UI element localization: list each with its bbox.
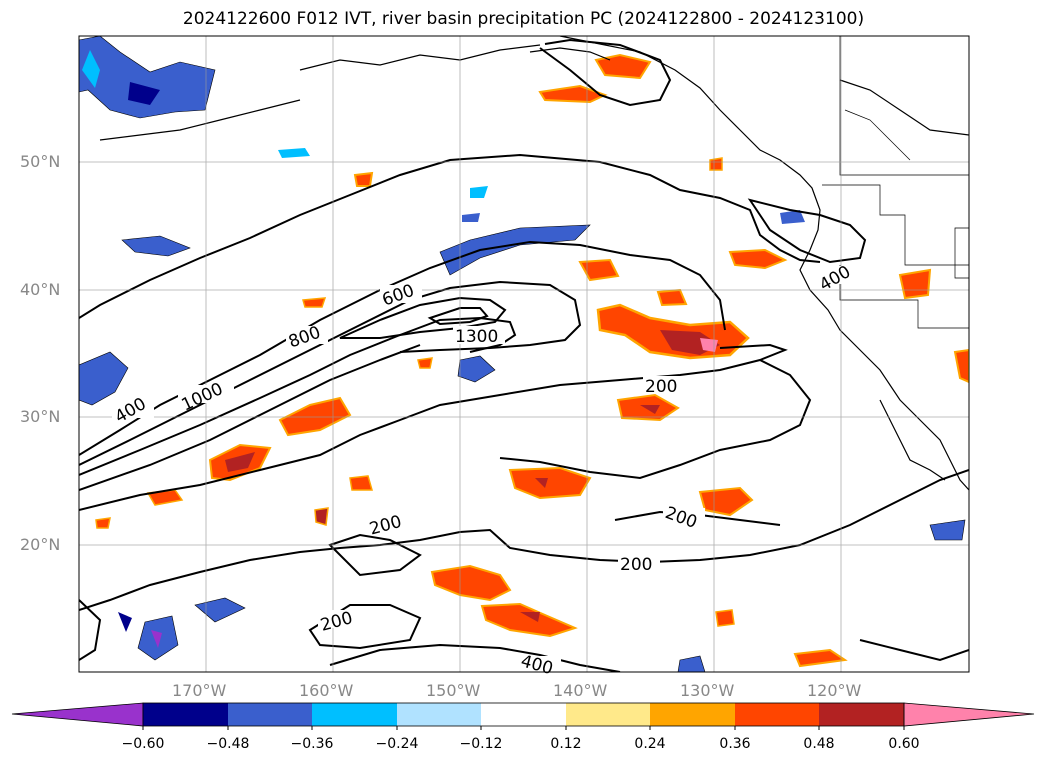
map-frame bbox=[78, 35, 970, 673]
lon-label: 120°W bbox=[807, 681, 862, 700]
lat-label: 20°N bbox=[20, 535, 61, 554]
colorbar-tick-label: 0.60 bbox=[888, 736, 920, 752]
colorbar-tick-label: −0.36 bbox=[290, 736, 334, 752]
lon-label: 160°W bbox=[299, 681, 354, 700]
colorbar-tick-label: −0.24 bbox=[375, 736, 419, 752]
contour-label-group: 600 800 1300 1000 400 200 200 200 200 20… bbox=[112, 262, 858, 679]
colorbar-swatch bbox=[143, 703, 228, 726]
colorbar-tick-label: 0.36 bbox=[719, 736, 751, 752]
colorbar-swatch bbox=[481, 703, 566, 726]
coastline bbox=[99, 36, 969, 491]
colorbar-extend-high bbox=[903, 702, 1035, 727]
colorbar-swatch bbox=[312, 703, 397, 726]
contour-label: 200 bbox=[662, 503, 699, 533]
colorbar-swatch bbox=[397, 703, 481, 726]
colorbar-swatch bbox=[819, 703, 904, 726]
lon-label: 150°W bbox=[426, 681, 481, 700]
lon-label: 130°W bbox=[680, 681, 735, 700]
colorbar-swatch bbox=[228, 703, 312, 726]
colorbar-tick-label: 0.48 bbox=[803, 736, 835, 752]
colorbar-tick-label: −0.12 bbox=[459, 736, 503, 752]
lat-label: 40°N bbox=[20, 280, 61, 299]
political-borders bbox=[822, 36, 969, 329]
colorbar-swatch bbox=[650, 703, 735, 726]
contour-label: 200 bbox=[645, 377, 677, 397]
colorbar-tick-label: 0.24 bbox=[634, 736, 666, 752]
colorbar-tick-label: −0.48 bbox=[206, 736, 250, 752]
colorbar bbox=[11, 702, 1035, 730]
lat-label: 50°N bbox=[20, 152, 61, 171]
colorbar-tick-label: −0.60 bbox=[121, 736, 165, 752]
contour-label: 1300 bbox=[455, 327, 498, 347]
contour-label: 400 bbox=[519, 651, 556, 679]
map-title: 2024122600 F012 IVT, river basin precipi… bbox=[182, 9, 865, 29]
gridlines bbox=[79, 36, 969, 672]
contour-label: 200 bbox=[620, 555, 652, 575]
positive-anomaly-shading bbox=[95, 53, 969, 668]
lat-label: 30°N bbox=[20, 407, 61, 426]
colorbar-swatch bbox=[735, 703, 819, 726]
ivt-contours bbox=[79, 38, 969, 672]
lon-label: 170°W bbox=[172, 681, 227, 700]
lon-label: 140°W bbox=[553, 681, 608, 700]
colorbar-tick-label: 0.12 bbox=[550, 736, 582, 752]
colorbar-extend-low bbox=[11, 702, 144, 727]
negative-anomaly-shading bbox=[79, 36, 966, 672]
colorbar-swatch bbox=[566, 703, 650, 726]
